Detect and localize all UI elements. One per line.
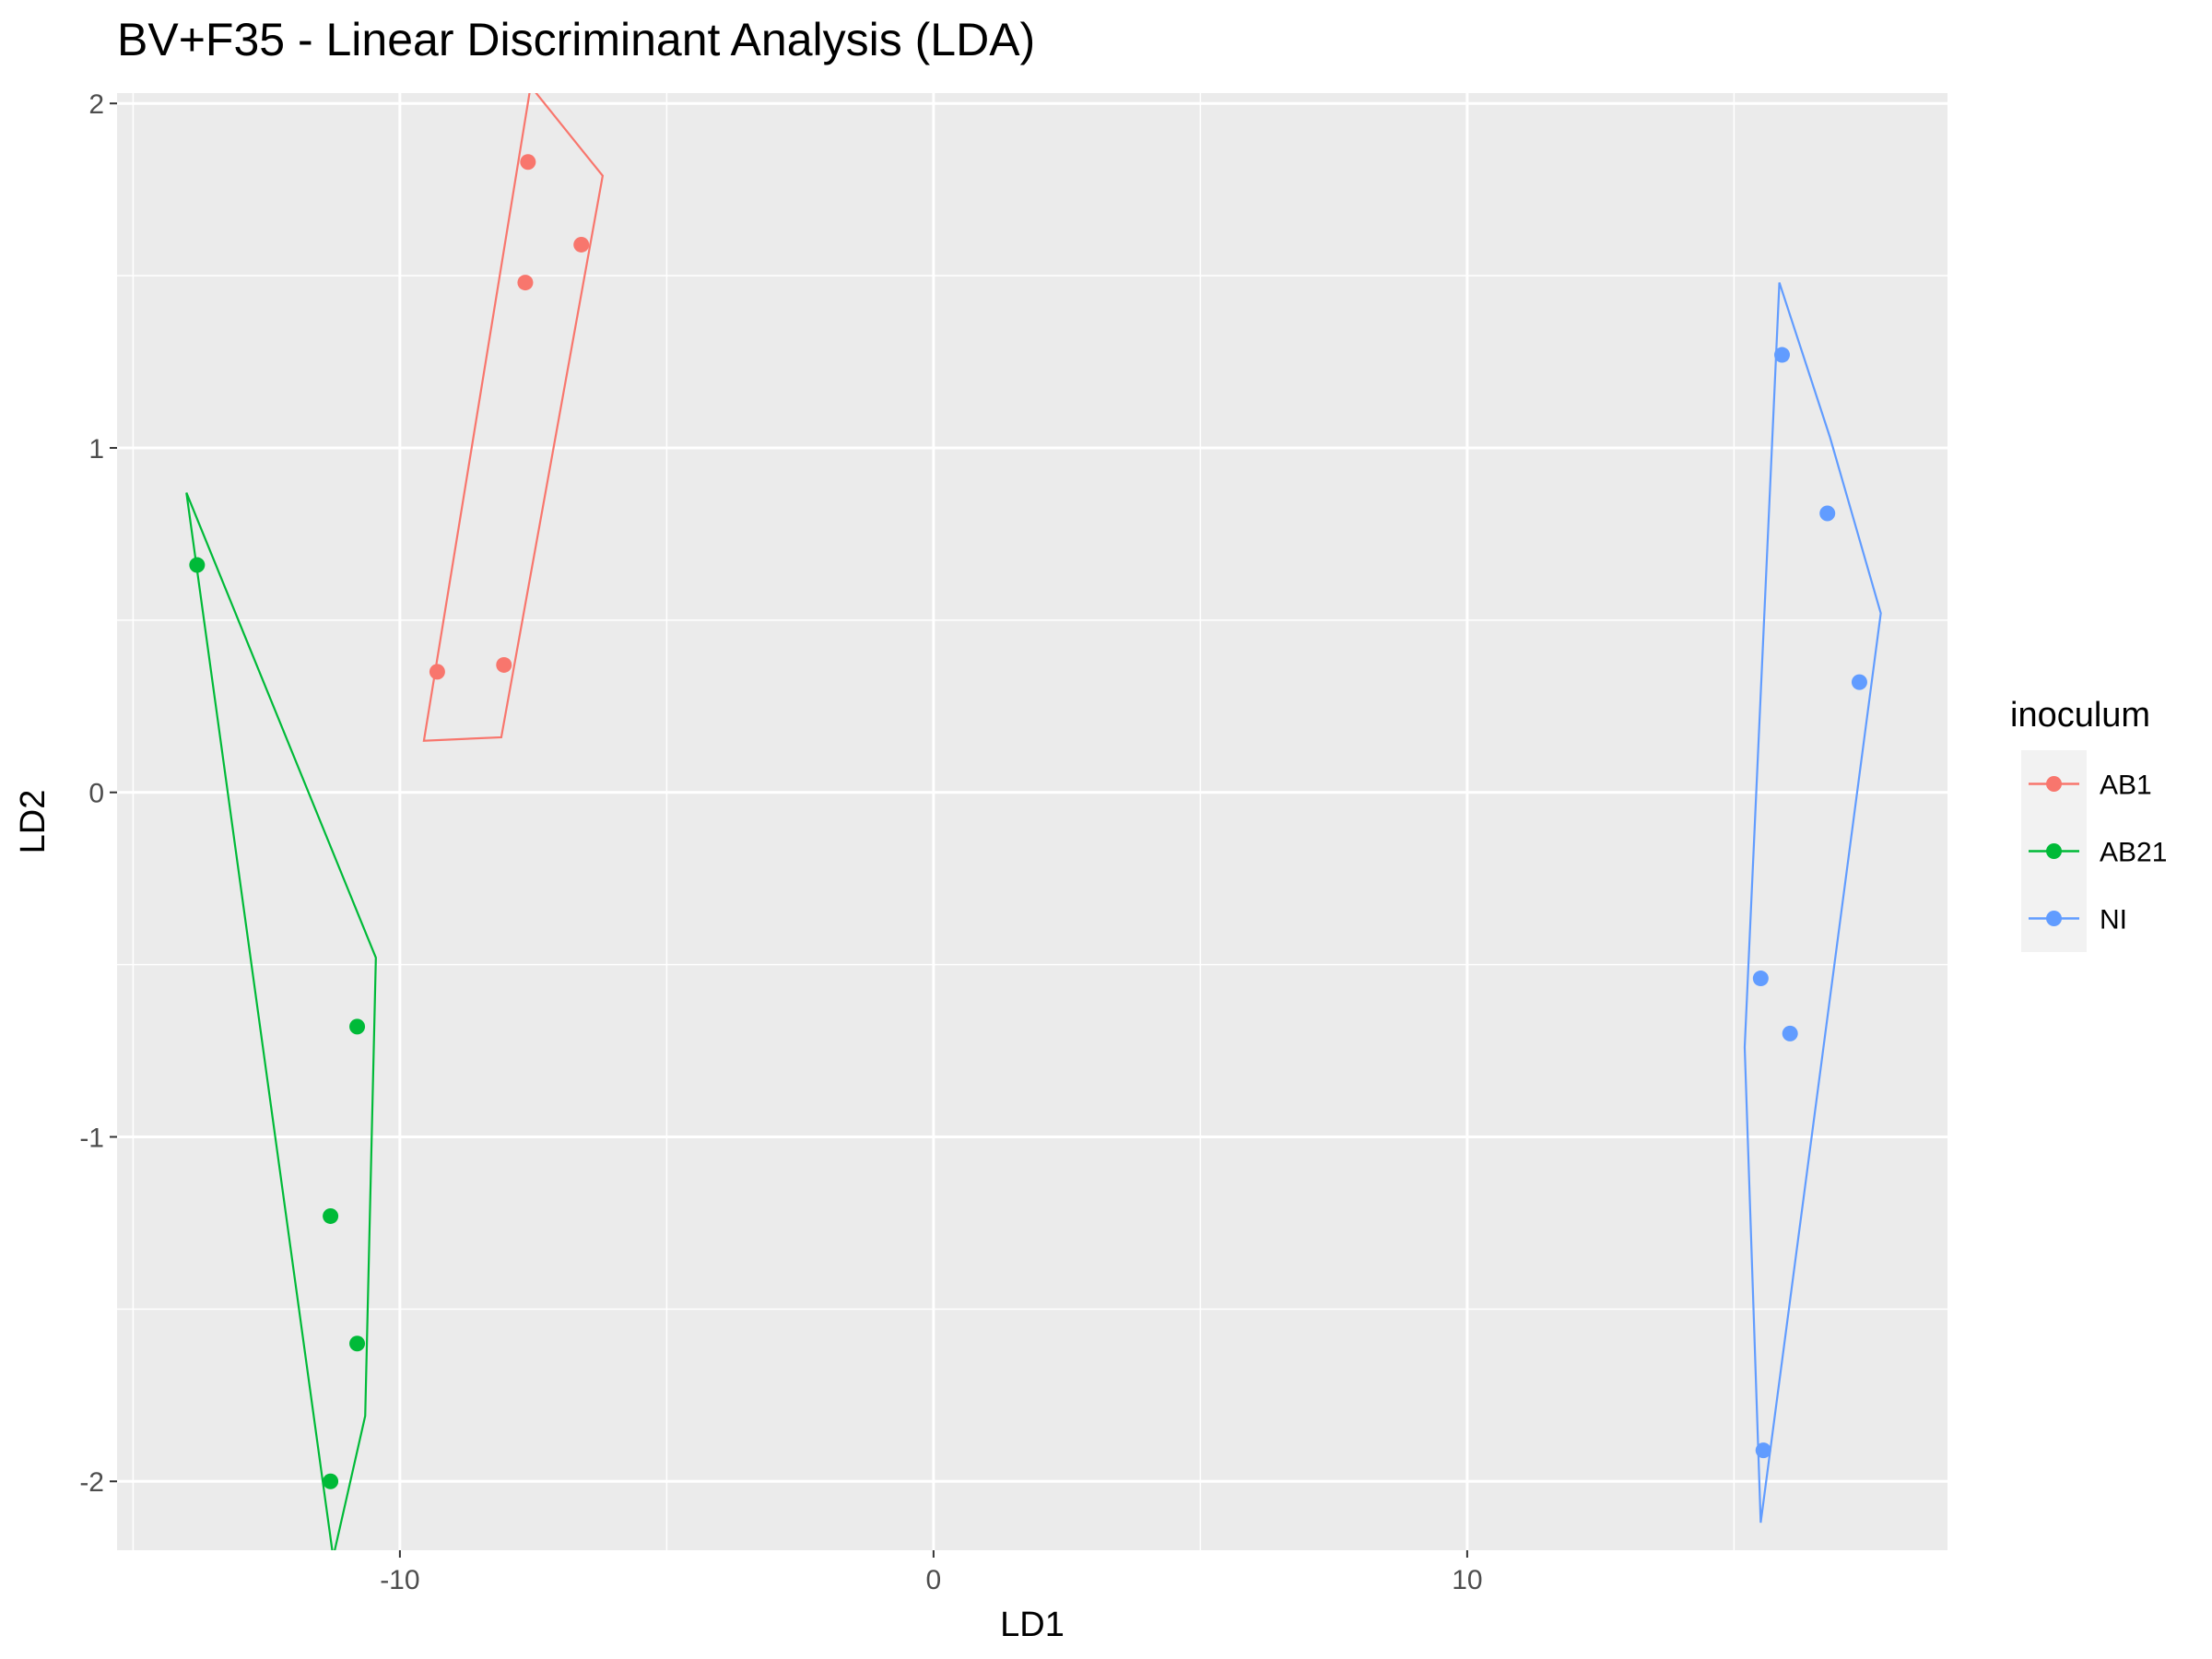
point-ni-0 (1774, 347, 1791, 363)
hull-polygons (185, 93, 1882, 1550)
hull-ni (1743, 282, 1882, 1524)
point-ni-5 (1755, 1442, 1771, 1459)
y-tick-label: 0 (88, 779, 104, 809)
minor-gridlines (117, 93, 1947, 1550)
point-ab21-1 (349, 1018, 366, 1035)
point-ab1-2 (517, 275, 534, 291)
hull-ab1 (422, 93, 605, 742)
point-ab1-4 (496, 656, 512, 673)
point-ab1-3 (429, 664, 445, 680)
legend: inoculum AB1 AB21 NI (2010, 696, 2167, 952)
y-tick-label: 1 (88, 434, 104, 465)
x-axis-ticks: -10 0 10 (380, 1550, 1483, 1595)
y-tick-label: 2 (88, 89, 104, 120)
legend-key-point-ab21 (2046, 843, 2062, 859)
legend-label-ab1: AB1 (2100, 771, 2152, 801)
major-gridlines (117, 93, 1947, 1550)
point-ni-4 (1782, 1025, 1798, 1041)
y-axis-title: LD2 (14, 790, 53, 854)
x-tick-label: 10 (1452, 1565, 1482, 1595)
y-tick-label: -1 (79, 1123, 104, 1153)
point-ab1-0 (520, 154, 536, 171)
legend-label-ni: NI (2100, 905, 2127, 935)
point-ab21-0 (189, 557, 206, 573)
point-ni-2 (1851, 674, 1867, 690)
x-tick-label: 0 (926, 1565, 942, 1595)
legend-title: inoculum (2010, 696, 2150, 735)
point-ab21-4 (323, 1473, 339, 1489)
hull-ab21 (185, 492, 377, 1550)
y-axis-ticks: -2 -1 0 1 2 (79, 89, 117, 1498)
point-ni-3 (1752, 971, 1769, 987)
legend-key-point-ab1 (2046, 776, 2062, 792)
legend-label-ab21: AB21 (2100, 838, 2167, 868)
chart-title: BV+F35 - Linear Discriminant Analysis (L… (117, 14, 1035, 65)
x-tick-label: -10 (380, 1565, 419, 1595)
plot-panel (117, 93, 1947, 1550)
point-ni-1 (1819, 505, 1836, 522)
point-ab21-2 (323, 1207, 339, 1224)
x-axis-title: LD1 (1000, 1606, 1065, 1644)
legend-key-point-ni (2046, 911, 2062, 926)
point-ab1-1 (573, 236, 590, 253)
point-ab21-3 (349, 1335, 366, 1352)
y-tick-label: -2 (79, 1467, 104, 1498)
data-points (189, 154, 1867, 1489)
